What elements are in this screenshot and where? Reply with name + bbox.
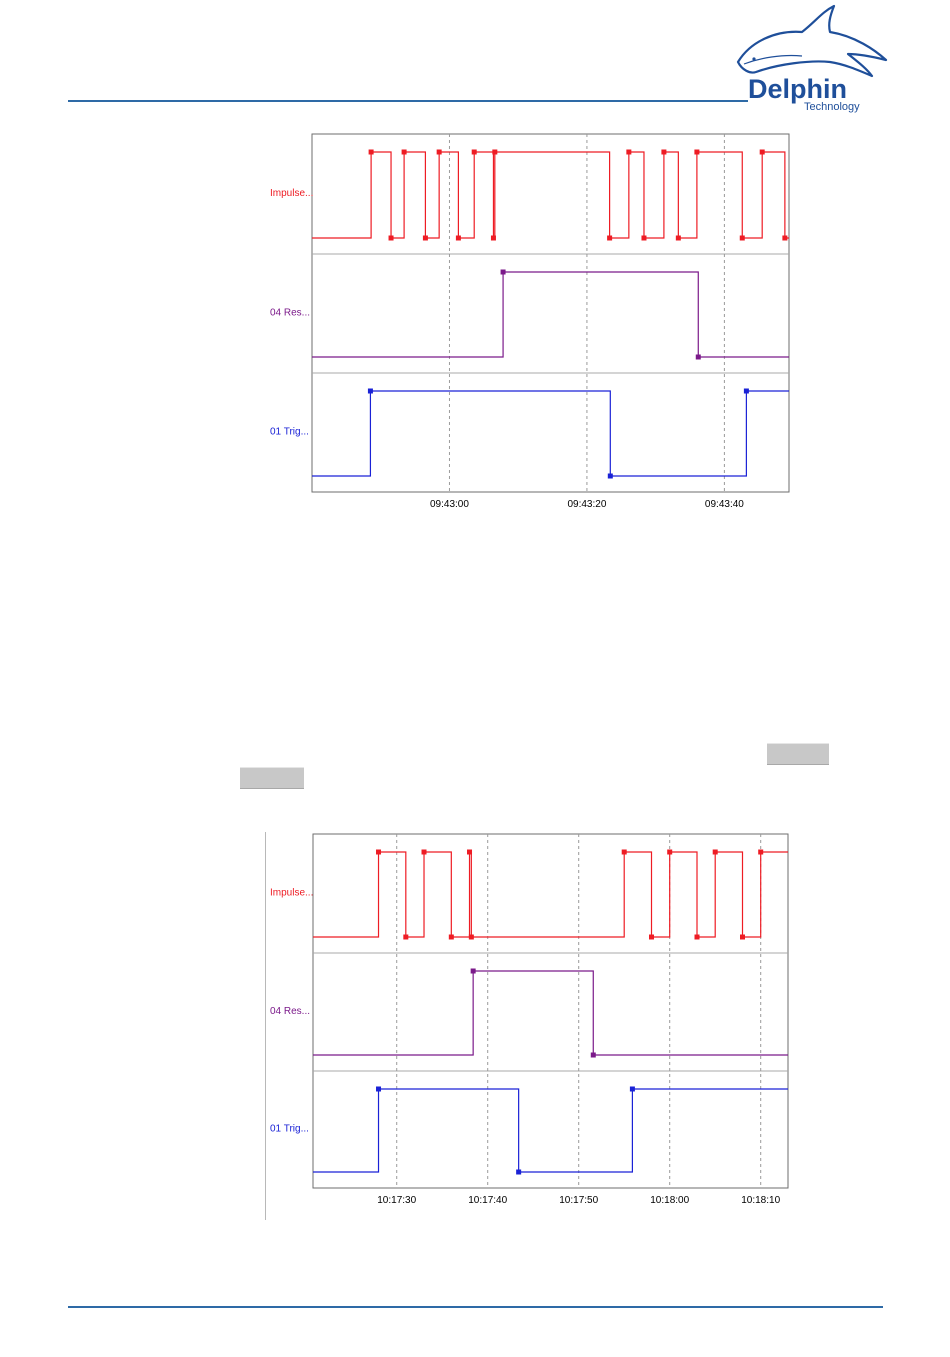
edge-marker [629,1086,635,1092]
edge-marker [759,149,765,155]
company-logo: Delphin Technology [730,2,890,114]
edge-marker [403,934,409,940]
channel-label: Impulse... [270,888,313,899]
edge-marker [607,473,613,479]
x-tick-label: 10:17:30 [377,1195,416,1206]
edge-marker [712,849,718,855]
edge-marker [421,849,427,855]
edge-marker [621,849,627,855]
edge-marker [470,968,476,974]
edge-marker [492,149,498,155]
x-tick-label: 10:18:00 [650,1195,689,1206]
plot-frame [311,133,790,493]
edge-marker [376,849,382,855]
timeline-chart-1: 09:43:00 09:43:20 09:43:40 Impulse... 04 Res… [240,128,800,518]
edge-marker [694,149,700,155]
edge-marker [388,235,394,241]
channel-step-line [313,970,788,1056]
footer-rule [68,1306,883,1308]
x-tick-label: 09:43:20 [567,499,606,510]
edge-marker [467,849,473,855]
x-tick-label: 10:18:10 [741,1195,780,1206]
edge-marker [516,1169,522,1175]
edge-marker [661,149,667,155]
header-rule [68,100,748,102]
edge-marker [376,1086,382,1092]
edge-marker [401,149,407,155]
edge-marker [448,934,454,940]
edge-marker [468,934,474,940]
edge-marker [367,388,373,394]
channel-label: 01 Trig... [270,1124,309,1135]
edge-marker [782,235,788,241]
channel-step-line [312,390,789,477]
logo-tagline-text: Technology [804,101,860,113]
edge-marker [436,149,442,155]
channel-label: 04 Res... [270,308,310,319]
timeline-chart-2: 10:17:30 10:17:40 10:17:50 10:18:00 10:18:10… [240,826,800,1216]
logo-brand-text: Delphin [748,74,847,104]
edge-marker [694,934,700,940]
chart-2-frame-line [265,832,266,1220]
edge-marker [500,269,506,275]
edge-marker [422,235,428,241]
edge-marker [471,149,477,155]
edge-marker [667,849,673,855]
chart-2-plot: 10:17:30 10:17:40 10:17:50 10:18:00 10:18:10… [270,833,789,1206]
edge-marker [675,235,681,241]
edge-marker [368,149,374,155]
channel-label: Impulse... [270,188,313,199]
edge-marker [739,235,745,241]
edge-marker [743,388,749,394]
dolphin-logo-icon: Delphin Technology [736,4,888,113]
channel-step-line [312,151,789,239]
x-tick-label: 09:43:40 [705,499,744,510]
edge-marker [758,849,764,855]
x-tick-label: 10:17:40 [468,1195,507,1206]
edge-marker [649,934,655,940]
edge-marker [490,235,496,241]
edge-marker [740,934,746,940]
edge-marker [695,354,701,360]
channel-step-line [313,1088,788,1173]
placeholder-box-left [240,767,304,789]
channel-step-line [312,271,789,358]
x-tick-label: 10:17:50 [559,1195,598,1206]
channel-label: 01 Trig... [270,427,309,438]
channel-step-line [313,851,788,938]
channel-label: 04 Res... [270,1006,310,1017]
edge-marker [607,235,613,241]
x-tick-label: 09:43:00 [430,499,469,510]
edge-marker [626,149,632,155]
edge-marker [590,1052,596,1058]
chart-1-plot: 09:43:00 09:43:20 09:43:40 Impulse... 04 Res… [270,133,790,510]
placeholder-box-right [767,743,829,765]
plot-frame [312,833,789,1189]
edge-marker [455,235,461,241]
edge-marker [641,235,647,241]
